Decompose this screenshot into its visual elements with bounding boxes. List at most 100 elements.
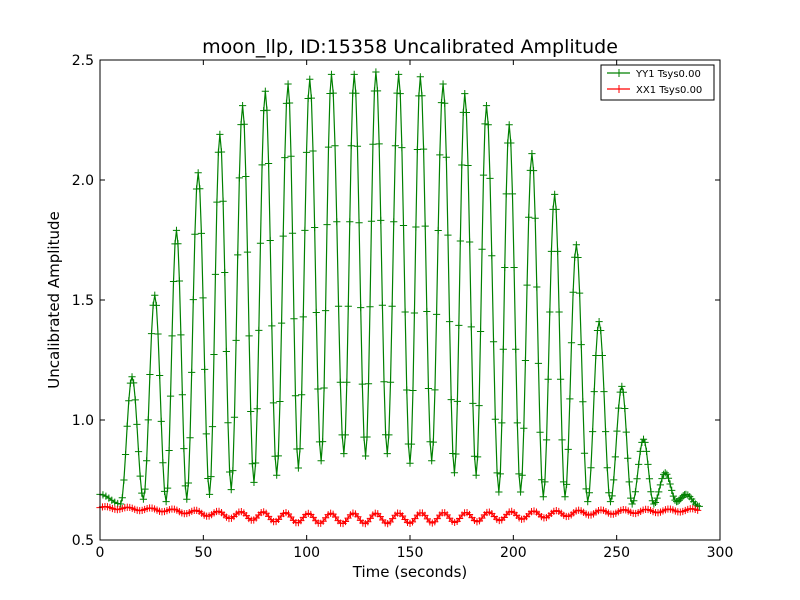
series-yy1-point bbox=[334, 302, 343, 310]
series-yy1-point bbox=[429, 438, 437, 446]
series-yy1-point bbox=[352, 89, 360, 97]
series-yy1-point bbox=[569, 288, 577, 296]
series-yy1-point bbox=[563, 480, 571, 488]
series-yy1-point bbox=[219, 197, 227, 205]
series-yy1-point bbox=[453, 397, 461, 406]
series-yy1-point bbox=[576, 289, 584, 297]
series-yy1-point bbox=[518, 471, 526, 479]
series-yy1-point bbox=[546, 308, 554, 316]
series-yy1-point bbox=[566, 395, 574, 403]
series-yy1-point bbox=[166, 392, 175, 400]
series-yy1-point bbox=[294, 464, 302, 472]
series-yy1-point bbox=[266, 236, 274, 245]
series-yy1-point bbox=[141, 485, 149, 493]
series-yy1-point bbox=[523, 281, 531, 289]
series-yy1-point bbox=[377, 216, 385, 224]
series-yy1-point bbox=[302, 148, 311, 156]
series-yy1-point bbox=[144, 416, 152, 424]
series-yy1-point bbox=[189, 296, 197, 304]
series-yy1-point bbox=[324, 143, 333, 151]
chart-title: moon_llp, ID:15358 Uncalibrated Amplitud… bbox=[202, 36, 618, 58]
series-yy1-point bbox=[650, 500, 658, 508]
series-yy1-point bbox=[470, 452, 479, 460]
series-yy1-point bbox=[622, 428, 630, 436]
series-yy1-point bbox=[364, 380, 373, 388]
series-yy1-point bbox=[669, 492, 677, 500]
series-yy1-point bbox=[159, 459, 167, 467]
series-yy1-point bbox=[416, 73, 424, 81]
series-yy1-point bbox=[343, 378, 351, 386]
series-yy1-point bbox=[541, 478, 549, 486]
series-yy1-point bbox=[147, 330, 156, 338]
series-yy1-point bbox=[478, 245, 486, 253]
series-yy1-point bbox=[428, 457, 436, 465]
series-yy1-point bbox=[409, 386, 417, 395]
series-yy1-point bbox=[347, 142, 355, 150]
series-yy1-point bbox=[475, 402, 483, 410]
series-yy1-point bbox=[118, 494, 126, 502]
series-yy1-point bbox=[152, 301, 160, 310]
series-yy1-point bbox=[248, 460, 256, 468]
series-yy1-point bbox=[395, 70, 403, 78]
legend-label-yy1: YY1 Tsys0.00 bbox=[635, 69, 701, 80]
series-yy1-point bbox=[390, 218, 398, 226]
series-yy1-point bbox=[121, 450, 130, 459]
series-yy1-point bbox=[353, 142, 362, 150]
series-yy1-point bbox=[386, 378, 395, 386]
series-yy1-point bbox=[160, 487, 169, 495]
series-yy1-point bbox=[466, 238, 474, 246]
x-tick-label: 300 bbox=[707, 545, 734, 561]
series-yy1-point bbox=[391, 142, 399, 150]
series-yy1-point bbox=[211, 270, 220, 278]
series-yy1-point bbox=[544, 375, 552, 383]
series-yy1-point bbox=[668, 486, 676, 494]
series-yy1-point bbox=[230, 413, 239, 421]
series-yy1-point bbox=[432, 310, 441, 318]
series-yy1-point bbox=[174, 240, 182, 248]
series-yy1-point bbox=[123, 422, 131, 430]
legend-label-xx1: XX1 Tsys0.00 bbox=[636, 85, 702, 96]
x-tick-label: 100 bbox=[293, 545, 320, 561]
series-yy1-point bbox=[633, 475, 641, 483]
series-yy1-point bbox=[603, 464, 611, 472]
series-yy1-point bbox=[256, 239, 265, 247]
series-yy1-point bbox=[369, 140, 377, 148]
series-yy1-point bbox=[406, 459, 414, 467]
legend-swatch-xx1-marker bbox=[615, 85, 623, 93]
series-yy1-point bbox=[499, 345, 507, 353]
series-yy1-point bbox=[663, 470, 671, 478]
series-yy1-point bbox=[327, 70, 336, 78]
series-yy1-point bbox=[412, 223, 420, 231]
series-yy1-point bbox=[344, 302, 352, 310]
series-yy1-point bbox=[595, 318, 603, 326]
x-tick-label: 250 bbox=[603, 545, 630, 561]
series-yy1-point bbox=[311, 223, 319, 232]
series-yy1-point bbox=[388, 302, 396, 310]
series-yy1-point bbox=[243, 248, 252, 256]
legend: YY1 Tsys0.00 XX1 Tsys0.00 bbox=[600, 64, 715, 101]
series-yy1-point bbox=[226, 468, 234, 476]
series-yy1-point bbox=[547, 247, 556, 255]
series-yy1-point bbox=[624, 454, 632, 462]
series-yy1-point bbox=[664, 474, 673, 482]
series-yy1-point bbox=[323, 221, 331, 229]
series-yy1-point bbox=[577, 341, 585, 349]
x-tick-label: 50 bbox=[194, 545, 212, 561]
series-yy1-point bbox=[534, 359, 543, 367]
series-yy1-point bbox=[284, 80, 292, 88]
series-yy1-point bbox=[264, 159, 273, 168]
series-yy1-point bbox=[580, 449, 589, 457]
series-yy1-point bbox=[458, 161, 466, 169]
series-yy1-point bbox=[472, 471, 480, 479]
series-yy1-point bbox=[613, 427, 621, 435]
series-yy1-point bbox=[505, 121, 513, 129]
series-yy1-point bbox=[165, 446, 173, 455]
series-yy1-point bbox=[467, 323, 475, 331]
series-yy1-point bbox=[513, 419, 521, 427]
series-yy1-point bbox=[188, 368, 196, 376]
series-yy1-point bbox=[197, 229, 206, 237]
series-yy1-point bbox=[151, 291, 159, 299]
series-yy1-point bbox=[442, 153, 450, 161]
series-yy1-point bbox=[288, 229, 297, 237]
series-yy1-point bbox=[639, 435, 648, 443]
